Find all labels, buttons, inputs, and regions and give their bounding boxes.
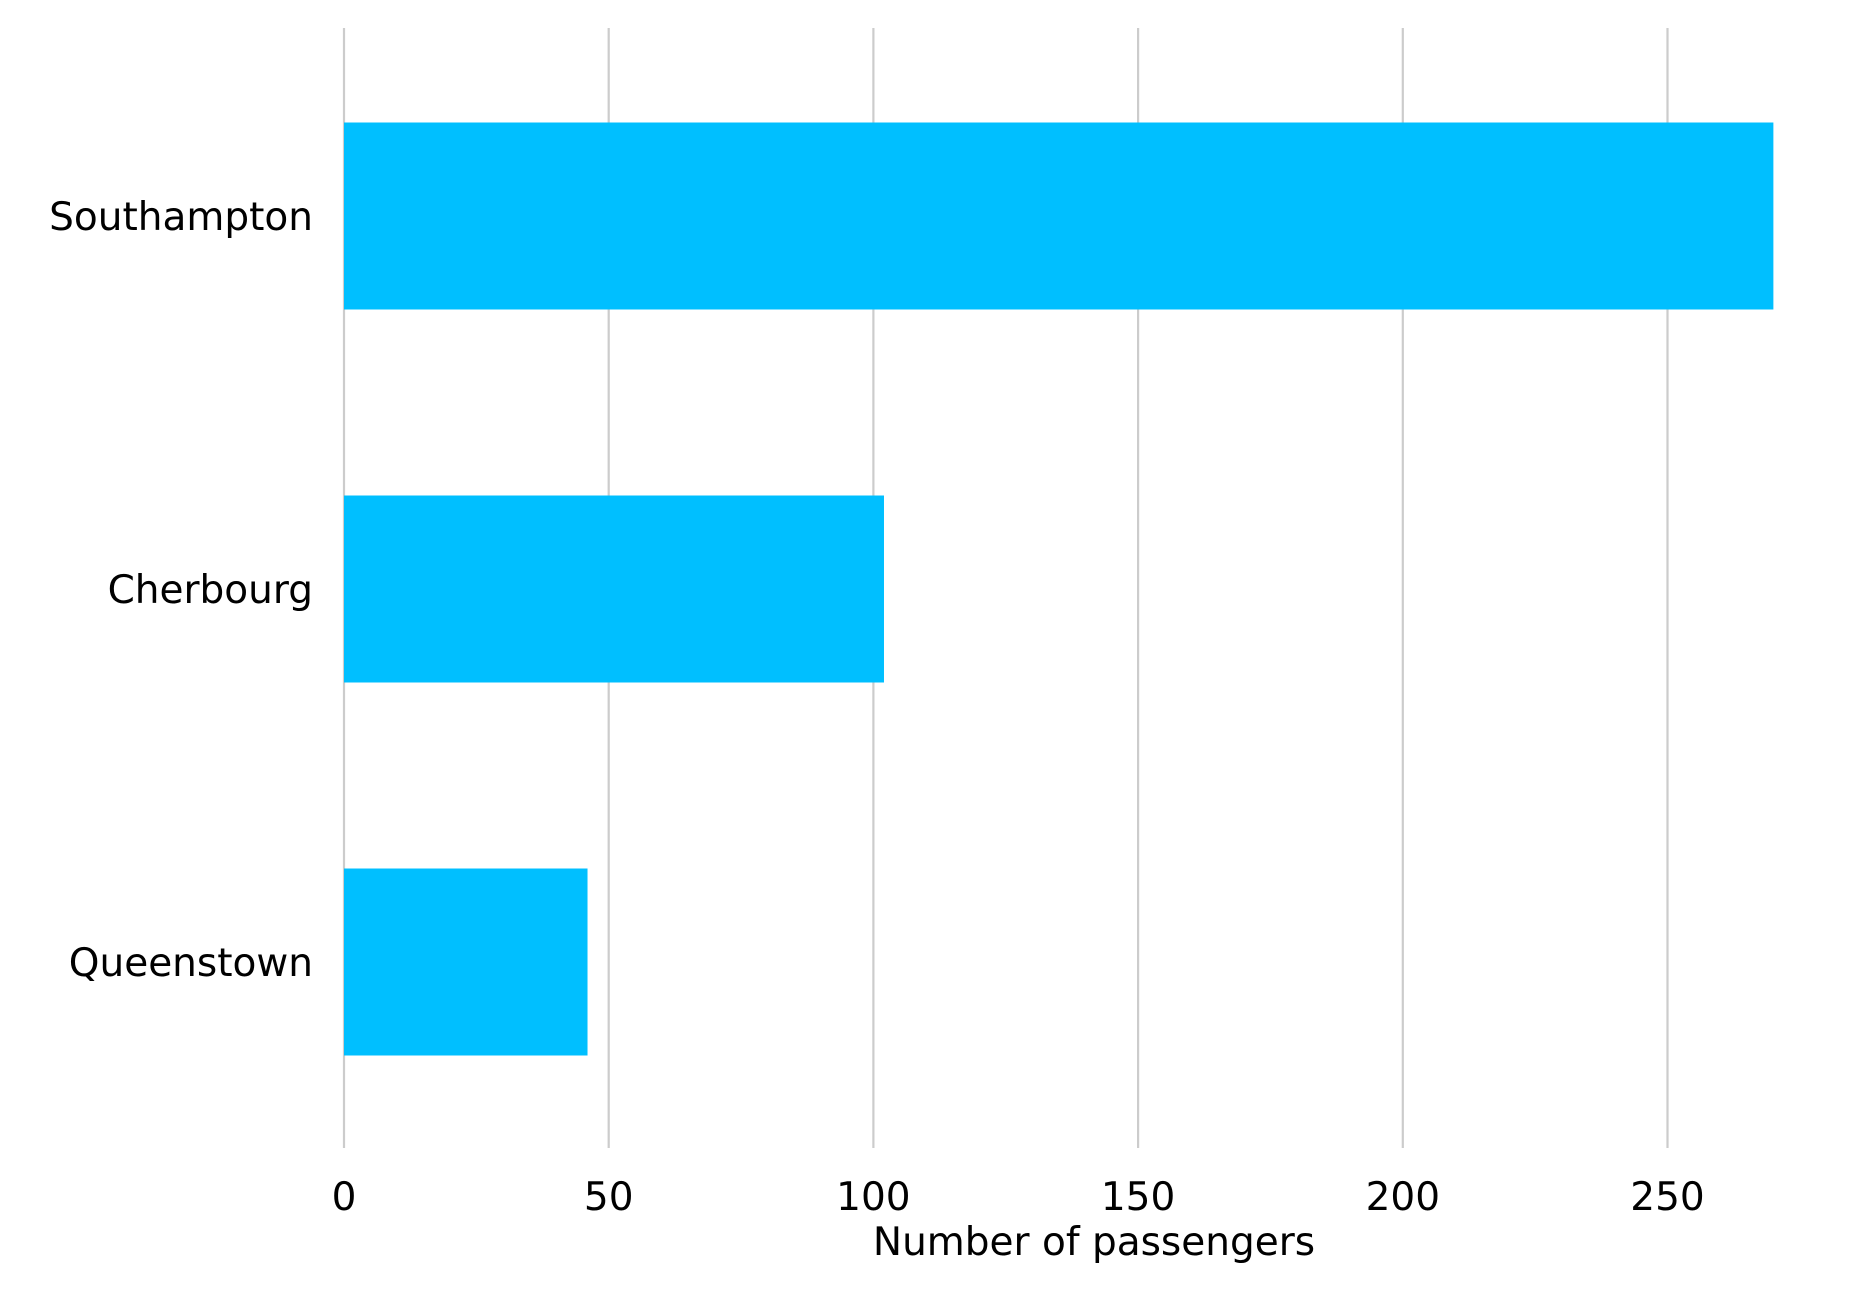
category-label-cherbourg: Cherbourg — [108, 568, 313, 613]
x-tick-label: 100 — [836, 1175, 910, 1220]
x-tick-label: 50 — [584, 1175, 634, 1220]
x-tick-label: 150 — [1101, 1175, 1175, 1220]
x-tick-label: 200 — [1366, 1175, 1440, 1220]
category-labels: Southampton Cherbourg Queenstown — [49, 195, 313, 986]
bar-queenstown — [344, 868, 588, 1056]
x-tick-labels: 0 50 100 150 200 250 — [332, 1175, 1705, 1220]
bars — [344, 122, 1774, 1056]
bar-cherbourg — [344, 495, 884, 683]
x-tick-label: 250 — [1630, 1175, 1704, 1220]
x-tick-label: 0 — [332, 1175, 357, 1220]
category-label-queenstown: Queenstown — [69, 941, 313, 986]
bar-southampton — [344, 122, 1774, 310]
category-label-southampton: Southampton — [49, 195, 313, 240]
x-axis-title: Number of passengers — [873, 1220, 1315, 1265]
